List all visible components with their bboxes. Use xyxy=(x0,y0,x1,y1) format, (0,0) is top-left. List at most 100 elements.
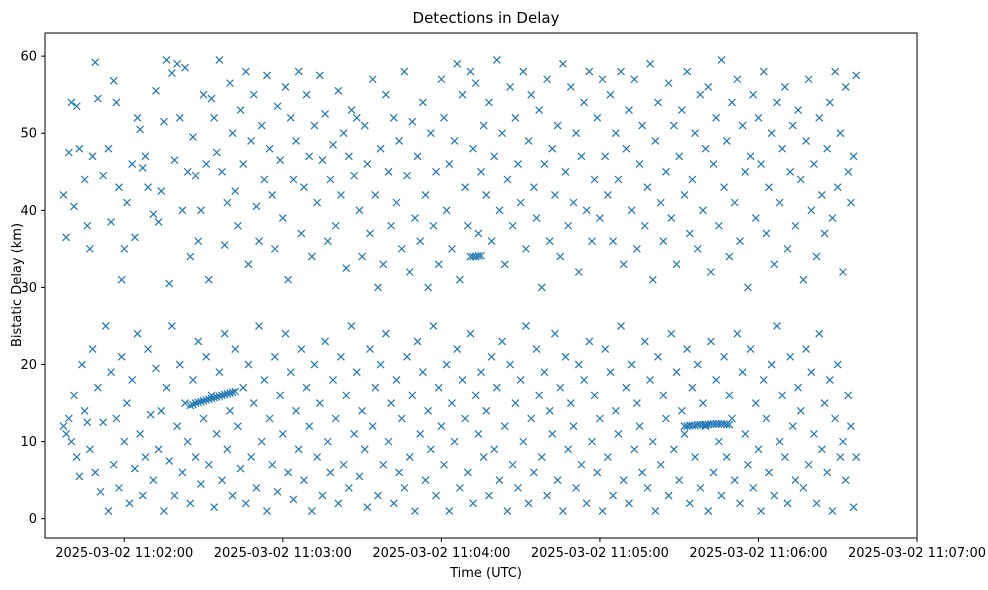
data-point xyxy=(128,376,137,384)
data-point xyxy=(186,499,195,508)
data-point xyxy=(450,437,459,446)
data-point xyxy=(794,106,803,115)
data-point xyxy=(368,75,377,84)
data-point xyxy=(722,137,731,145)
data-point xyxy=(492,383,501,392)
data-point xyxy=(120,244,129,253)
data-point xyxy=(347,322,356,330)
data-point xyxy=(358,406,367,415)
data-point xyxy=(595,214,604,222)
data-point xyxy=(720,183,729,192)
data-point xyxy=(215,392,224,401)
data-point xyxy=(260,175,269,184)
data-point xyxy=(627,206,636,215)
data-point xyxy=(508,460,517,469)
y-tick-label: 50 xyxy=(20,127,37,142)
data-point xyxy=(239,160,248,168)
data-point xyxy=(490,152,499,161)
data-point xyxy=(445,507,454,515)
data-point xyxy=(231,345,240,354)
data-point xyxy=(609,237,618,246)
data-point xyxy=(786,167,795,176)
data-point xyxy=(405,453,414,461)
data-point xyxy=(181,399,189,408)
data-point xyxy=(799,275,808,284)
data-point xyxy=(220,390,229,399)
data-point xyxy=(709,468,718,477)
data-point xyxy=(159,117,168,126)
data-point xyxy=(212,429,221,438)
data-point xyxy=(228,388,237,397)
data-point xyxy=(329,376,337,384)
data-point xyxy=(403,352,411,361)
data-point xyxy=(202,396,211,404)
data-point xyxy=(342,264,351,273)
data-point xyxy=(93,383,102,392)
data-point xyxy=(186,252,195,261)
data-point xyxy=(231,387,240,396)
data-point xyxy=(305,422,314,431)
data-point xyxy=(344,483,353,492)
data-point xyxy=(257,121,266,130)
data-point xyxy=(625,106,633,115)
data-point xyxy=(281,329,290,338)
data-point xyxy=(122,198,131,207)
data-point xyxy=(59,422,68,431)
data-point xyxy=(194,398,203,407)
data-point xyxy=(601,345,610,354)
data-point xyxy=(231,187,240,195)
data-point xyxy=(371,190,380,199)
data-point xyxy=(849,152,858,161)
data-point xyxy=(117,352,126,361)
data-point xyxy=(514,483,522,492)
data-point xyxy=(696,90,705,99)
data-point xyxy=(400,483,409,492)
data-point xyxy=(302,383,311,392)
data-point xyxy=(381,329,390,338)
data-point xyxy=(268,460,277,469)
data-points xyxy=(59,56,861,515)
data-point xyxy=(374,491,382,500)
data-point xyxy=(426,445,435,454)
data-point xyxy=(672,368,681,377)
data-point xyxy=(408,391,417,400)
data-point xyxy=(537,283,546,292)
data-point xyxy=(669,121,678,130)
data-point xyxy=(701,144,710,153)
data-point xyxy=(458,90,467,99)
data-point xyxy=(418,368,427,377)
data-point xyxy=(664,491,673,500)
data-point xyxy=(588,237,596,246)
data-point xyxy=(844,391,853,400)
data-point xyxy=(318,156,327,165)
data-point xyxy=(112,414,121,423)
data-point xyxy=(138,491,147,500)
data-point xyxy=(807,206,816,215)
data-point xyxy=(223,198,232,207)
data-point xyxy=(482,406,491,415)
data-point xyxy=(817,190,826,199)
data-point xyxy=(178,468,187,477)
data-point xyxy=(498,337,507,346)
data-point xyxy=(226,79,234,88)
data-point xyxy=(115,183,123,192)
data-point xyxy=(371,383,380,392)
data-point xyxy=(757,160,766,168)
data-point xyxy=(831,414,840,423)
data-point xyxy=(421,190,430,199)
data-point xyxy=(255,237,263,246)
data-point xyxy=(413,152,422,161)
data-point xyxy=(313,453,322,461)
data-point xyxy=(693,244,702,253)
data-point xyxy=(656,198,665,207)
data-point xyxy=(395,137,404,145)
data-point xyxy=(152,86,160,95)
data-point xyxy=(738,121,747,130)
data-point xyxy=(572,129,581,138)
data-point xyxy=(825,376,834,384)
data-point xyxy=(836,453,845,461)
data-point xyxy=(263,507,271,515)
data-point xyxy=(728,98,736,107)
data-point xyxy=(667,214,676,222)
data-point xyxy=(725,420,734,429)
